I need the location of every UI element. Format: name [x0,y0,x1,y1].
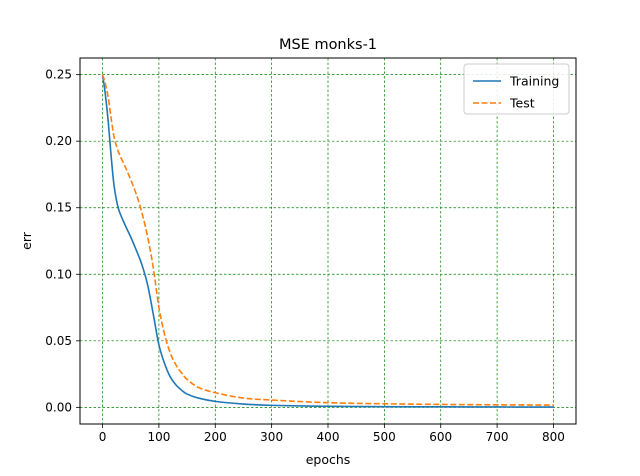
series-lines [101,74,554,408]
legend-box [463,63,570,115]
x-tick-label: 200 [204,430,227,444]
legend-label: Test [509,96,535,111]
x-tick-label: 500 [373,430,396,444]
y-tick-label: 0.00 [45,400,72,414]
y-tick-label: 0.05 [45,334,72,348]
y-tick-label: 0.15 [45,201,72,215]
series-line-training [101,74,554,408]
x-tick-label: 100 [147,430,170,444]
series-line-test [101,74,554,406]
grid [80,58,576,424]
x-tick-label: 700 [486,430,509,444]
y-tick-label: 0.10 [45,267,72,281]
x-tick-label: 0 [99,430,107,444]
x-tick-label: 300 [260,430,283,444]
legend-label: Training [509,74,559,89]
x-tick-label: 600 [429,430,452,444]
x-tick-label: 800 [542,430,565,444]
x-tick-label: 400 [317,430,340,444]
legend: Training Test [463,63,570,115]
chart-title: MSE monks-1 [279,37,377,53]
y-axis-label: err [19,231,34,250]
x-axis-label: epochs [306,452,351,467]
y-tick-label: 0.25 [45,68,72,82]
axis-ticks: 0 100 200 300 400 500 600 700 800 0.00 0.05 0.10 0.1… [45,68,565,444]
y-tick-label: 0.20 [45,134,72,148]
